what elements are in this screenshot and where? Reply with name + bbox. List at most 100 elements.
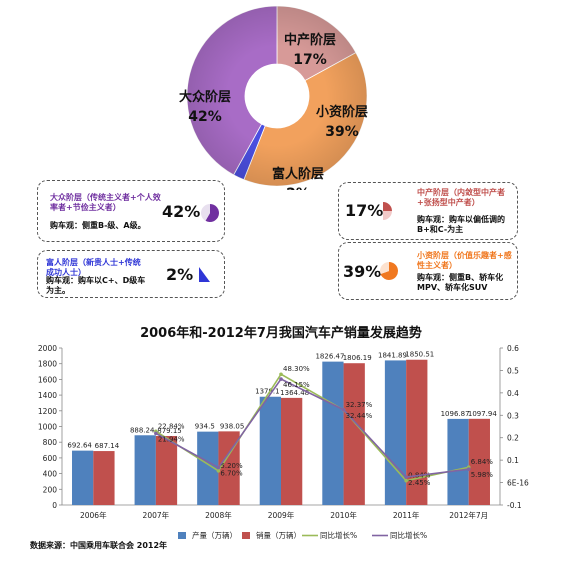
growth-point [404, 475, 408, 479]
growth-value-label: 2.45% [408, 479, 431, 487]
sales-value-label: 1097.94 [468, 410, 497, 418]
left-tick-label: 400 [43, 470, 58, 479]
legend-label: 产量（万辆） [192, 530, 237, 540]
donut-percent-0: 17% [293, 52, 327, 68]
growth-value-label: 6.70% [220, 470, 243, 478]
legend-swatch [242, 532, 250, 539]
growth-line-2 [155, 378, 469, 478]
left-tick-label: 600 [43, 454, 58, 463]
left-tick-label: 1800 [38, 360, 57, 369]
growth-value-label: 48.30% [283, 365, 310, 373]
right-tick-label: 0.1 [507, 456, 519, 465]
production-value-label: 1379.1 [255, 388, 280, 396]
right-tick-label: 6E-16 [507, 479, 529, 488]
callout-mass-pie-icon [200, 204, 219, 222]
growth-value-label: 22.84% [158, 422, 185, 430]
callout-middle-pie-icon [383, 202, 392, 220]
callout-middle-view: 购车观：购车以偏低调的B+和C-为主 [417, 215, 505, 234]
sales-bar [406, 359, 428, 505]
legend-label: 同比增长% [390, 530, 427, 540]
donut-label-0: 中产阶层 [284, 32, 336, 48]
sales-value-label: 1806.19 [343, 354, 372, 362]
left-tick-label: 800 [43, 438, 58, 447]
growth-point [154, 431, 158, 436]
growth-point [216, 469, 221, 473]
chart-title: 2006年和-2012年7月我国汽车产销量发展趋势 [140, 326, 422, 341]
growth-point [279, 372, 283, 377]
donut-label-1: 小资阶层 [316, 104, 368, 120]
callout-middle-percent: 17% [345, 201, 384, 220]
sales-bar [218, 431, 240, 505]
donut-label-3: 大众阶层 [179, 89, 231, 105]
growth-value-label: 21.94% [158, 435, 185, 443]
callout-mass-group: 大众阶层（传统主义者+个人效率者+节俭主义者） [50, 193, 161, 212]
donut-percent-3: 42% [188, 109, 222, 125]
callout-rich-percent: 2% [166, 265, 194, 284]
category-label: 2012年7月 [449, 510, 488, 520]
category-label: 2011年 [393, 510, 420, 520]
right-tick-label: 0.3 [507, 411, 519, 420]
callout-mass-view: 购车观：侧重B-级、A级。 [50, 221, 146, 230]
left-tick-label: 1000 [38, 423, 57, 432]
growth-line-1 [155, 373, 469, 482]
production-value-label: 1096.87 [441, 410, 470, 418]
callout-mass-percent: 42% [162, 202, 201, 221]
sales-bar [155, 435, 178, 505]
production-sales-chart: 0 200 400 600 800 1000 1200 1400 1600 1800 2000 -0.… [38, 344, 529, 540]
legend-label: 同比增长% [320, 530, 357, 540]
production-value-label: 934.5 [195, 423, 215, 431]
right-tick-label: 0.5 [507, 366, 519, 375]
left-tick-label: 1400 [38, 391, 57, 400]
callout-petty-view: 购车观：侧重B、轿车化MPV、轿车化SUV [417, 273, 504, 292]
callout-mass: 大众阶层（传统主义者+个人效率者+节俭主义者） 购车观：侧重B-级、A级。 42… [37, 180, 225, 242]
production-bar [447, 418, 469, 505]
growth-point [466, 467, 471, 471]
production-bar [197, 431, 219, 505]
sales-bar [343, 363, 365, 505]
sales-value-label: 1850.51 [405, 351, 434, 359]
category-label: 2009年 [268, 510, 295, 520]
category-label: 2008年 [205, 510, 232, 520]
callout-middle-group: 中产阶层（内敛型中产者+张扬型中产者） [417, 188, 505, 207]
growth-point [404, 478, 408, 483]
callout-rich-view: 购车观：购车以C+、D级车为主。 [46, 276, 146, 295]
callout-petty-group: 小资阶层（价值乐趣者+感性主义者） [417, 251, 512, 270]
sales-value-label: 1364.48 [280, 389, 309, 397]
callout-middle: 17% 中产阶层（内敛型中产者+张扬型中产者） 购车观：购车以偏低调的B+和C-… [338, 182, 518, 240]
donut-label-2: 富人阶层 [272, 166, 324, 182]
left-tick-label: 2000 [38, 344, 57, 353]
legend-swatch [178, 532, 186, 539]
category-label: 2007年 [143, 510, 170, 520]
growth-value-label: 5.20% [220, 462, 243, 470]
sales-value-label: 687.14 [95, 442, 120, 450]
callout-rich-group: 富人阶层（新贵人士+传统成功人士） [46, 258, 141, 277]
sales-bar [281, 397, 303, 505]
category-label: 2006年 [80, 510, 107, 520]
growth-point [341, 408, 346, 412]
legend-label: 销量（万辆） [256, 530, 301, 540]
growth-value-label: 32.37% [346, 401, 373, 409]
sales-value-label: 879.15 [157, 427, 182, 435]
right-tick-label: 0.2 [507, 434, 519, 443]
production-value-label: 1826.47 [315, 353, 344, 361]
growth-value-label: 5.98% [471, 471, 494, 479]
production-bar [259, 396, 281, 505]
right-tick-label: -0.1 [507, 501, 522, 510]
donut-percent-1: 39% [325, 124, 359, 140]
left-tick-label: 200 [43, 485, 58, 494]
sales-value-label: 938.05 [220, 422, 245, 430]
callout-petty: 39% 小资阶层（价值乐趣者+感性主义者） 购车观：侧重B、轿车化MPV、轿车化… [338, 242, 518, 300]
right-tick-label: 0.6 [507, 344, 519, 353]
data-source: 数据来源：中国乘用车联合会 2012年 [30, 541, 168, 550]
callout-rich: 富人阶层（新贵人士+传统成功人士） 购车观：购车以C+、D级车为主。 2% [37, 250, 225, 298]
production-value-label: 1841.89 [378, 351, 407, 359]
production-bar [72, 450, 94, 505]
production-bar [384, 360, 407, 505]
sales-bar [93, 451, 115, 505]
category-label: 2010年 [330, 510, 357, 520]
production-bar [134, 435, 156, 505]
donut-chart: 中产阶层 17% 小资阶层 39% 富人阶层 2% 大众阶层 42% [179, 5, 368, 190]
callout-petty-pie-icon [379, 262, 398, 280]
growth-value-label: 6.84% [471, 458, 494, 466]
donut-percent-2: 2% [286, 186, 310, 190]
